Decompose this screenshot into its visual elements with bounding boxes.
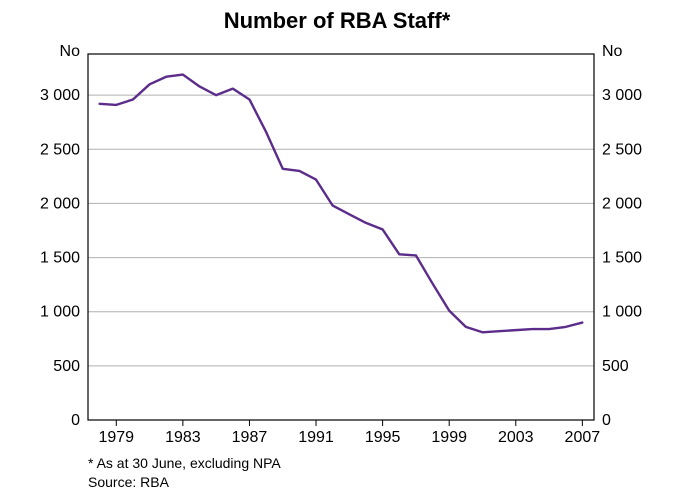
svg-text:1995: 1995 bbox=[365, 429, 401, 446]
line-chart: 0 0 500 500 1 000 1 000 1 500 1 500 2 000 2 000 2 … bbox=[0, 0, 674, 504]
svg-text:3 000: 3 000 bbox=[602, 87, 642, 104]
svg-text:1 500: 1 500 bbox=[40, 250, 80, 267]
svg-text:500: 500 bbox=[53, 358, 80, 375]
svg-text:2 500: 2 500 bbox=[40, 141, 80, 158]
svg-text:1983: 1983 bbox=[165, 429, 201, 446]
svg-text:0: 0 bbox=[602, 412, 611, 429]
svg-text:2007: 2007 bbox=[565, 429, 601, 446]
svg-text:3 000: 3 000 bbox=[40, 87, 80, 104]
svg-text:1991: 1991 bbox=[298, 429, 334, 446]
svg-text:No: No bbox=[60, 43, 81, 60]
svg-text:1 000: 1 000 bbox=[602, 304, 642, 321]
svg-text:0: 0 bbox=[71, 412, 80, 429]
svg-text:1979: 1979 bbox=[98, 429, 134, 446]
svg-text:2 000: 2 000 bbox=[40, 195, 80, 212]
svg-text:No: No bbox=[602, 43, 623, 60]
svg-text:2 000: 2 000 bbox=[602, 195, 642, 212]
svg-text:1 000: 1 000 bbox=[40, 304, 80, 321]
svg-text:1 500: 1 500 bbox=[602, 250, 642, 267]
svg-text:2003: 2003 bbox=[498, 429, 534, 446]
svg-text:500: 500 bbox=[602, 358, 629, 375]
svg-text:1987: 1987 bbox=[232, 429, 268, 446]
footnote-line: * As at 30 June, excluding NPA bbox=[88, 455, 281, 471]
svg-text:1999: 1999 bbox=[431, 429, 467, 446]
chart-container: Number of RBA Staff* 005005001 0001 0001… bbox=[0, 0, 674, 504]
svg-text:2 500: 2 500 bbox=[602, 141, 642, 158]
source-line: Source: RBA bbox=[88, 474, 169, 490]
